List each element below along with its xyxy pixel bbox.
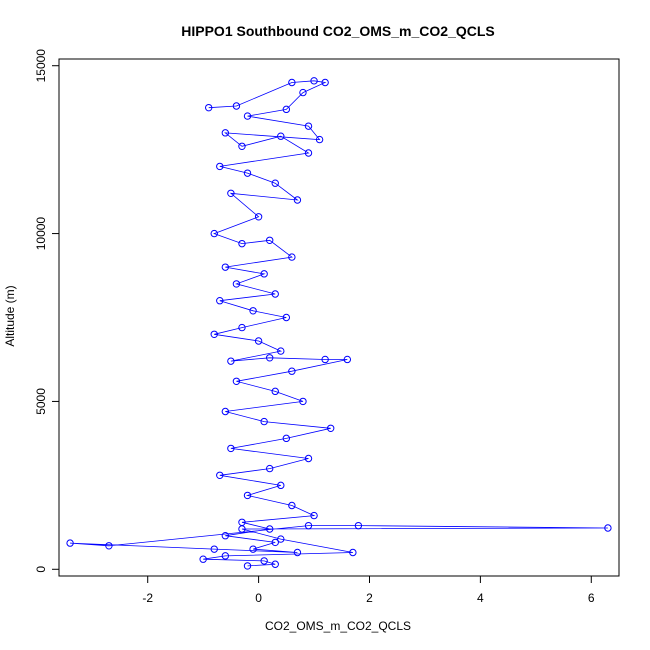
data-point: [216, 471, 224, 479]
data-point: [604, 524, 612, 532]
x-tick-label: 2: [366, 591, 373, 605]
data-point: [304, 149, 313, 157]
data-point: [282, 105, 291, 114]
data-point: [238, 239, 246, 248]
data-point: [343, 355, 352, 364]
data-point: [249, 545, 257, 553]
data-point: [243, 491, 252, 500]
data-point: [288, 253, 296, 261]
data-point: [282, 313, 291, 322]
y-tick-label: 10000: [34, 217, 48, 251]
data-point: [254, 213, 263, 221]
data-point: [221, 407, 230, 416]
chart-title: HIPPO1 Southbound CO2_OMS_m_CO2_QCLS: [181, 23, 495, 39]
data-point: [282, 434, 291, 443]
data-point: [321, 355, 329, 364]
data-point: [260, 270, 268, 278]
y-tick-label: 15000: [34, 49, 48, 83]
x-axis-label: CO2_OMS_m_CO2_QCLS: [265, 619, 411, 633]
data-point: [315, 135, 324, 144]
data-point: [221, 129, 230, 137]
data-point: [66, 539, 74, 547]
data-point: [354, 521, 363, 530]
x-tick-label: -2: [142, 591, 153, 605]
data-point: [277, 132, 285, 140]
y-axis: 0 5000 10000 15000: [34, 49, 60, 573]
data-point: [227, 444, 235, 453]
data-point: [277, 347, 285, 355]
data-point: [243, 112, 252, 120]
data-point: [210, 229, 218, 238]
data-point: [299, 397, 307, 406]
x-tick-label: 6: [588, 591, 595, 605]
y-tick-label: 5000: [34, 388, 48, 415]
data-point: [232, 280, 241, 288]
data-point: [326, 424, 335, 432]
data-point: [243, 562, 252, 570]
data-point: [210, 330, 218, 338]
x-tick-label: 0: [255, 591, 262, 605]
data-point: [288, 367, 296, 375]
data-point: [238, 525, 246, 533]
data-point: [105, 542, 113, 550]
data-point: [288, 501, 296, 510]
data-point: [227, 189, 235, 197]
data-point: [254, 337, 263, 345]
x-tick-label: 4: [477, 591, 484, 605]
data-point: [249, 307, 257, 315]
data-point: [265, 525, 274, 533]
y-tick-label: 0: [34, 566, 48, 573]
plot-frame: [58, 58, 620, 577]
data-point: [293, 196, 302, 204]
data-point: [304, 521, 313, 530]
data-point: [310, 77, 318, 85]
data-point: [277, 481, 285, 490]
data-point: [238, 323, 246, 332]
data-point: [293, 548, 302, 557]
data-point: [227, 357, 235, 365]
data-point: [265, 236, 274, 244]
data-point: [304, 122, 313, 130]
data-point: [216, 297, 224, 305]
data-point: [260, 417, 268, 426]
data-point: [265, 464, 274, 473]
series-line: [70, 80, 608, 567]
data-point: [349, 548, 357, 557]
data-point: [221, 532, 230, 540]
data-point: [299, 88, 307, 97]
data-point: [265, 354, 274, 362]
y-axis-label: Altitude (m): [3, 285, 17, 346]
data-point: [216, 162, 224, 171]
data-point: [271, 538, 279, 547]
data-point: [238, 142, 246, 150]
data-point: [288, 78, 296, 87]
x-axis: -2 0 2 4 6: [142, 575, 595, 605]
data-point: [221, 263, 230, 271]
data-point: [271, 387, 279, 396]
data-point: [221, 552, 230, 560]
data-point: [271, 560, 279, 568]
data-point: [243, 169, 252, 177]
data-point: [310, 511, 318, 520]
data-point: [277, 535, 285, 543]
data-point: [271, 290, 279, 298]
data-point: [210, 545, 218, 553]
data-series: [66, 77, 612, 570]
data-point: [321, 78, 329, 87]
data-point: [271, 179, 279, 187]
data-point: [232, 377, 241, 385]
data-point: [304, 454, 313, 463]
data-point: [260, 557, 268, 565]
data-point: [232, 102, 241, 110]
data-point: [205, 103, 213, 112]
data-point: [199, 555, 207, 563]
